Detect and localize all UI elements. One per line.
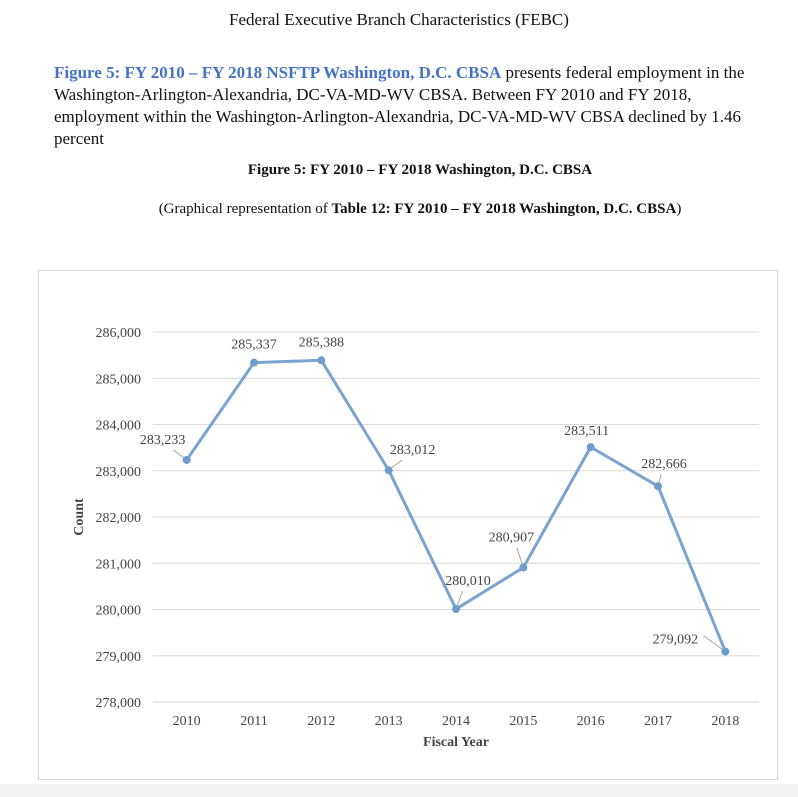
data-label: 283,233 (140, 433, 186, 448)
y-tick-label: 282,000 (96, 511, 142, 526)
data-label: 283,511 (564, 424, 609, 439)
y-axis-title: Count (72, 498, 87, 536)
leader-line (703, 635, 726, 652)
data-label: 285,388 (299, 335, 345, 350)
data-label: 285,337 (231, 338, 277, 353)
data-point (654, 482, 662, 491)
data-label: 280,907 (489, 531, 535, 546)
y-tick-label: 286,000 (96, 326, 142, 341)
bottom-strip (0, 784, 798, 797)
x-axis-title: Fiscal Year (423, 735, 489, 750)
x-tick-label: 2011 (240, 714, 267, 729)
figure-subtitle-suffix: ) (676, 201, 682, 217)
data-point (182, 455, 191, 464)
x-tick-label: 2014 (442, 714, 470, 729)
y-tick-label: 283,000 (96, 465, 142, 480)
y-tick-label: 279,000 (96, 650, 142, 665)
data-point (721, 647, 730, 656)
data-point (452, 605, 460, 614)
data-point (384, 466, 393, 475)
table-reference: Table 12: FY 2010 – FY 2018 Washington, … (331, 201, 677, 217)
y-tick-label: 280,000 (96, 604, 142, 619)
x-tick-label: 2015 (509, 714, 537, 729)
y-tick-label: 278,000 (96, 696, 142, 711)
figure-title: Figure 5: FY 2010 – FY 2018 Washington, … (247, 162, 593, 178)
data-point (317, 356, 326, 365)
x-tick-label: 2012 (307, 714, 335, 729)
y-tick-label: 284,000 (96, 419, 142, 434)
x-tick-label: 2016 (577, 714, 605, 729)
page-header: Federal Executive Branch Characteristics… (229, 10, 569, 29)
x-tick-label: 2010 (173, 714, 201, 729)
data-point (519, 563, 528, 572)
y-tick-label: 281,000 (96, 557, 142, 572)
y-tick-label: 285,000 (96, 372, 142, 387)
data-label: 283,012 (390, 443, 436, 458)
chart-container: 278,000 279,000 280,000 281,000 282,000 283,0… (38, 270, 778, 780)
line-chart: 278,000 279,000 280,000 281,000 282,000 283,0… (72, 326, 759, 750)
data-label: 279,092 (653, 632, 699, 647)
figure-subtitle-prefix: (Graphical representation of (158, 201, 332, 217)
figure-subtitle: (Graphical representation of Table 12: F… (0, 201, 798, 218)
x-tick-label: 2013 (375, 714, 403, 729)
x-tick-label: 2018 (711, 714, 739, 729)
data-label: 280,010 (445, 574, 491, 589)
data-label: 282,666 (641, 457, 687, 472)
figure-link[interactable]: Figure 5: FY 2010 – FY 2018 NSFTP Washin… (54, 63, 502, 82)
intro-text: presents federal employment in the Washi… (54, 63, 745, 148)
intro-paragraph: Figure 5: FY 2010 – FY 2018 NSFTP Washin… (54, 62, 774, 150)
data-point (250, 358, 258, 367)
x-tick-label: 2017 (644, 714, 672, 729)
data-point (586, 443, 595, 452)
